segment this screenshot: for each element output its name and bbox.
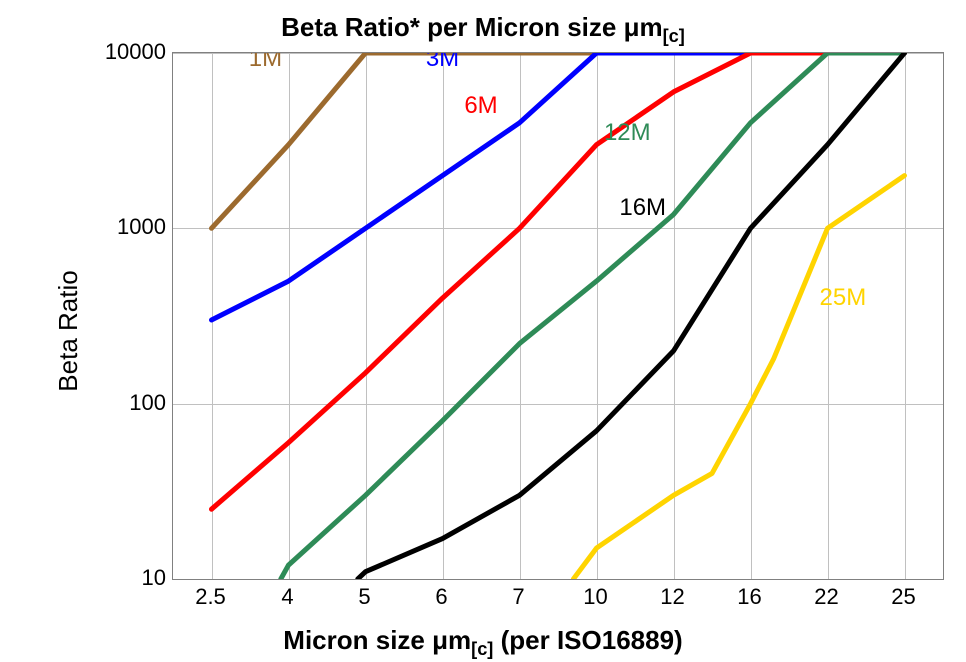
y-tick-label: 100 <box>96 390 166 416</box>
plot-area: 1M 3M6M 12M 16M 25M <box>172 52 944 580</box>
series-label-3M: 3M <box>426 52 459 73</box>
series-label-1M: 1M <box>249 52 282 73</box>
x-tick-label: 16 <box>720 584 780 610</box>
x-tick-label: 12 <box>643 584 703 610</box>
y-tick-label: 10 <box>96 565 166 591</box>
series-line-12M <box>281 53 905 579</box>
series-line-6M <box>212 53 905 509</box>
series-label-25M: 25M <box>820 284 867 312</box>
grid-horizontal <box>173 579 943 580</box>
y-tick-label: 10000 <box>96 39 166 65</box>
x-tick-label: 10 <box>566 584 626 610</box>
x-tick-label: 4 <box>258 584 318 610</box>
x-tick-label: 2.5 <box>181 584 241 610</box>
x-tick-label: 5 <box>335 584 395 610</box>
series-label-16M: 16M <box>619 194 666 222</box>
y-tick-label: 1000 <box>96 214 166 240</box>
x-axis-label: Micron size μm[c] (per ISO16889) <box>0 625 966 660</box>
series-line-25M <box>573 176 904 579</box>
series-label-12M: 12M <box>604 119 651 147</box>
x-tick-label: 7 <box>489 584 549 610</box>
y-axis-label: Beta Ratio <box>53 270 84 391</box>
x-tick-label: 6 <box>412 584 472 610</box>
x-tick-label: 22 <box>797 584 857 610</box>
chart-container: Beta Ratio* per Micron size μm[c] Beta R… <box>0 0 966 662</box>
x-tick-label: 25 <box>874 584 934 610</box>
series-label-6M: 6M <box>464 92 497 120</box>
series-lines <box>173 53 943 579</box>
